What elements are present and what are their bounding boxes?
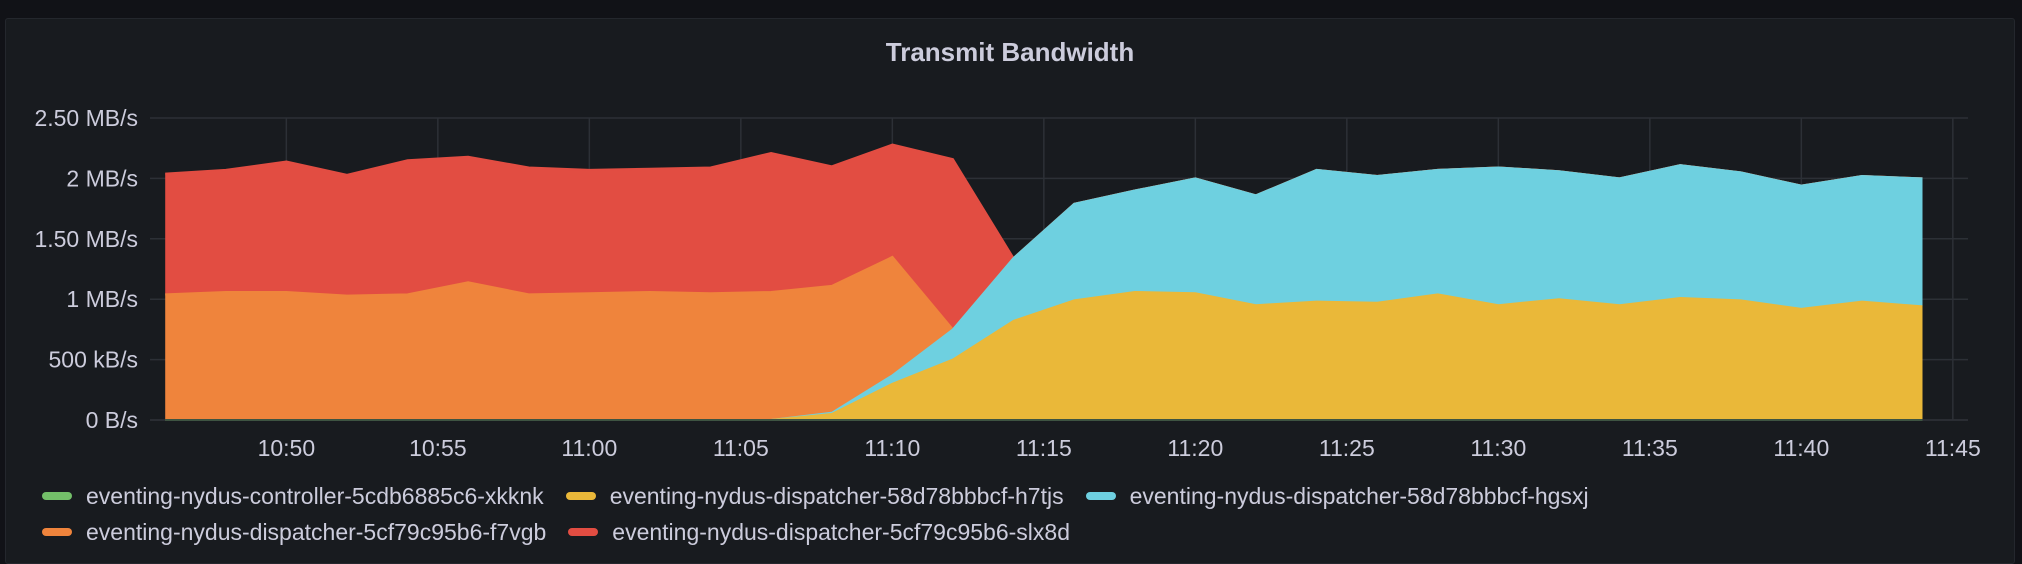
legend-swatch (42, 528, 72, 536)
x-tick-label: 11:30 (1470, 435, 1526, 461)
y-tick-label: 1 MB/s (66, 286, 138, 312)
x-tick-label: 11:15 (1016, 435, 1072, 461)
x-tick-label: 10:50 (258, 435, 316, 461)
chart-legend: eventing-nydus-controller-5cdb6885c6-xkk… (42, 478, 2002, 550)
x-tick-label: 11:25 (1319, 435, 1375, 461)
y-tick-label: 2 MB/s (66, 165, 138, 191)
x-tick-label: 11:35 (1622, 435, 1678, 461)
x-tick-label: 11:40 (1773, 435, 1829, 461)
y-tick-label: 2.50 MB/s (34, 105, 138, 131)
legend-label: eventing-nydus-dispatcher-5cf79c95b6-f7v… (86, 518, 547, 545)
legend-swatch (42, 492, 72, 500)
x-tick-label: 11:00 (561, 435, 617, 461)
legend-item[interactable]: eventing-nydus-dispatcher-5cf79c95b6-slx… (568, 519, 1070, 546)
x-tick-label: 10:55 (409, 435, 467, 461)
x-tick-label: 11:05 (713, 435, 769, 461)
x-tick-label: 11:45 (1925, 435, 1981, 461)
x-tick-label: 11:20 (1167, 435, 1223, 461)
y-tick-label: 500 kB/s (49, 347, 139, 373)
legend-row: eventing-nydus-dispatcher-5cf79c95b6-f7v… (42, 514, 2002, 550)
series-area-slx8d (165, 144, 1923, 330)
series-area-f7vgb (165, 165, 1923, 420)
legend-label: eventing-nydus-dispatcher-5cf79c95b6-slx… (612, 518, 1070, 545)
series-area-hgsxj (165, 165, 1923, 420)
y-tick-label: 0 B/s (86, 407, 138, 433)
legend-label: eventing-nydus-dispatcher-58d78bbbcf-hgs… (1129, 482, 1589, 509)
legend-row: eventing-nydus-controller-5cdb6885c6-xkk… (42, 478, 2002, 514)
x-tick-label: 11:10 (864, 435, 920, 461)
legend-label: eventing-nydus-dispatcher-58d78bbbcf-h7t… (609, 482, 1064, 509)
panel-title: Transmit Bandwidth (885, 37, 1135, 67)
legend-item[interactable]: eventing-nydus-dispatcher-5cf79c95b6-f7v… (42, 519, 546, 546)
legend-item[interactable]: eventing-nydus-controller-5cdb6885c6-xkk… (42, 483, 544, 510)
legend-swatch (568, 528, 599, 536)
y-tick-label: 1.50 MB/s (34, 226, 138, 252)
legend-swatch (1085, 492, 1116, 500)
legend-item[interactable]: eventing-nydus-dispatcher-58d78bbbcf-hgs… (1085, 482, 1589, 510)
chart-plot: 0 B/s 500 kB/s 1 MB/s 1.50 MB/s 2 MB/s 2.50 M… (34, 105, 1981, 461)
legend-swatch (565, 492, 596, 500)
legend-label: eventing-nydus-controller-5cdb6885c6-xkk… (86, 482, 544, 509)
series-area-h7tjs (165, 292, 1923, 420)
legend-item[interactable]: eventing-nydus-dispatcher-58d78bbbcf-h7t… (565, 482, 1064, 510)
